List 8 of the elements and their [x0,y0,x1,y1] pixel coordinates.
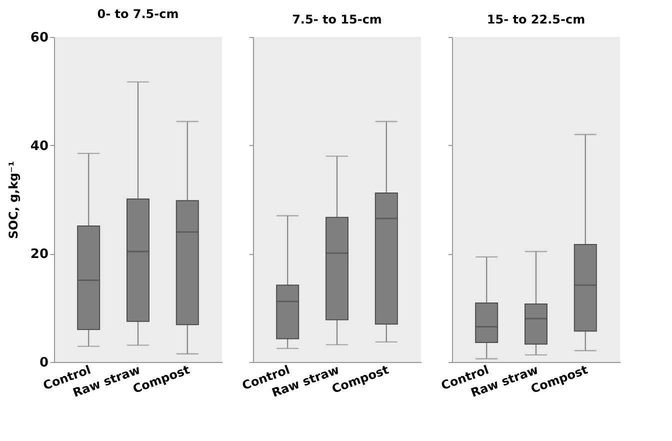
y-axis-title: SOC, g,kg⁻¹ [6,161,20,239]
y-tick-label: 20 [30,247,48,262]
y-tick-label: 60 [30,30,48,46]
chart-title: 15- to 22.5-cm [486,12,586,26]
y-tick-label: 0 [39,356,48,370]
y-tick-label: 40 [30,138,48,154]
chart-title: 7.5- to 15-cm [292,12,382,26]
chart-title: 0- to 7.5-cm [97,7,179,21]
